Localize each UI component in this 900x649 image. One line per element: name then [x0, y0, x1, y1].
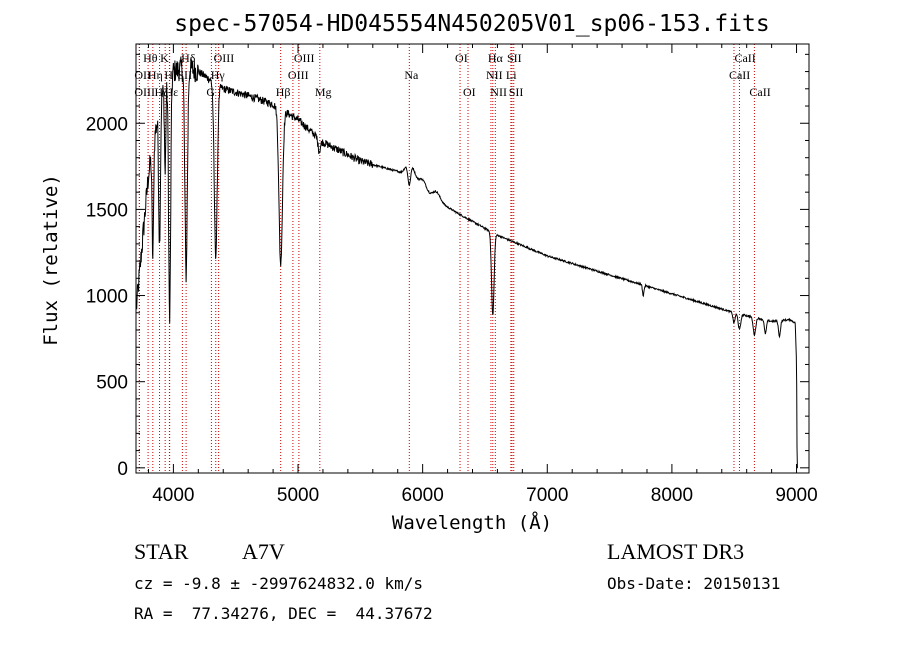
x-tick-label: 7000: [526, 485, 568, 506]
x-tick-label: 9000: [775, 485, 817, 506]
line-label: Hβ: [276, 85, 291, 99]
coordinates: RA = 77.34276, DEC = 44.37672: [134, 604, 433, 623]
y-axis-label: Flux (relative): [40, 174, 62, 346]
line-label: Hθ: [143, 51, 158, 65]
line-label: OIII: [214, 51, 235, 65]
x-axis: 4000 5000 6000 7000 8000 9000: [147, 44, 818, 506]
y-tick-label: 1500: [86, 200, 128, 221]
line-label: Mg: [315, 85, 332, 99]
subclass: A7V: [242, 539, 285, 564]
line-label: Hδ: [181, 51, 196, 65]
line-label: Hα: [488, 51, 504, 65]
survey-name: LAMOST DR3: [607, 539, 745, 564]
line-label: G: [206, 85, 215, 99]
line-label: OIII: [288, 68, 309, 82]
line-label: OIII: [134, 85, 155, 99]
y-tick-label: 1000: [86, 287, 128, 308]
line-label: OI: [455, 51, 468, 65]
line-label: Hη: [148, 68, 163, 82]
y-tick-label: 500: [96, 373, 128, 394]
chart-title: spec-57054-HD045554N450205V01_sp06-153.f…: [174, 11, 769, 37]
x-axis-label: Wavelength (Å): [392, 511, 552, 534]
y-axis: 0 500 1000 1500 2000: [86, 53, 809, 480]
object-type: STAR: [134, 539, 189, 564]
line-label: OI: [463, 85, 476, 99]
x-tick-label: 6000: [402, 485, 444, 506]
line-label: SII: [507, 51, 522, 65]
y-tick-label: 2000: [86, 114, 128, 135]
line-label: Hγ: [211, 68, 226, 82]
line-label: CaII: [734, 51, 755, 65]
redshift-info: cz = -9.8 ± -2997624832.0 km/s: [134, 574, 423, 593]
line-label: Na: [404, 68, 419, 82]
plot-frame: [135, 43, 810, 474]
line-label: Li: [506, 68, 517, 82]
line-label: K: [160, 51, 169, 65]
line-label: SII: [177, 68, 192, 82]
line-label: NII: [490, 85, 507, 99]
x-tick-label: 5000: [277, 485, 319, 506]
x-tick-label: 4000: [152, 485, 194, 506]
line-label: Hε: [165, 85, 179, 99]
line-label: CaII: [729, 68, 750, 82]
spectrum-line: [135, 56, 798, 469]
line-label: CaII: [749, 85, 770, 99]
line-label: SII: [509, 85, 524, 99]
obs-date: Obs-Date: 20150131: [607, 574, 781, 593]
line-label: OIII: [294, 51, 315, 65]
line-markers: [138, 44, 755, 473]
x-tick-label: 8000: [651, 485, 693, 506]
y-tick-label: 0: [117, 459, 128, 480]
line-label: H: [164, 68, 173, 82]
line-label: Hζ: [155, 85, 169, 99]
line-label: NII: [486, 68, 503, 82]
